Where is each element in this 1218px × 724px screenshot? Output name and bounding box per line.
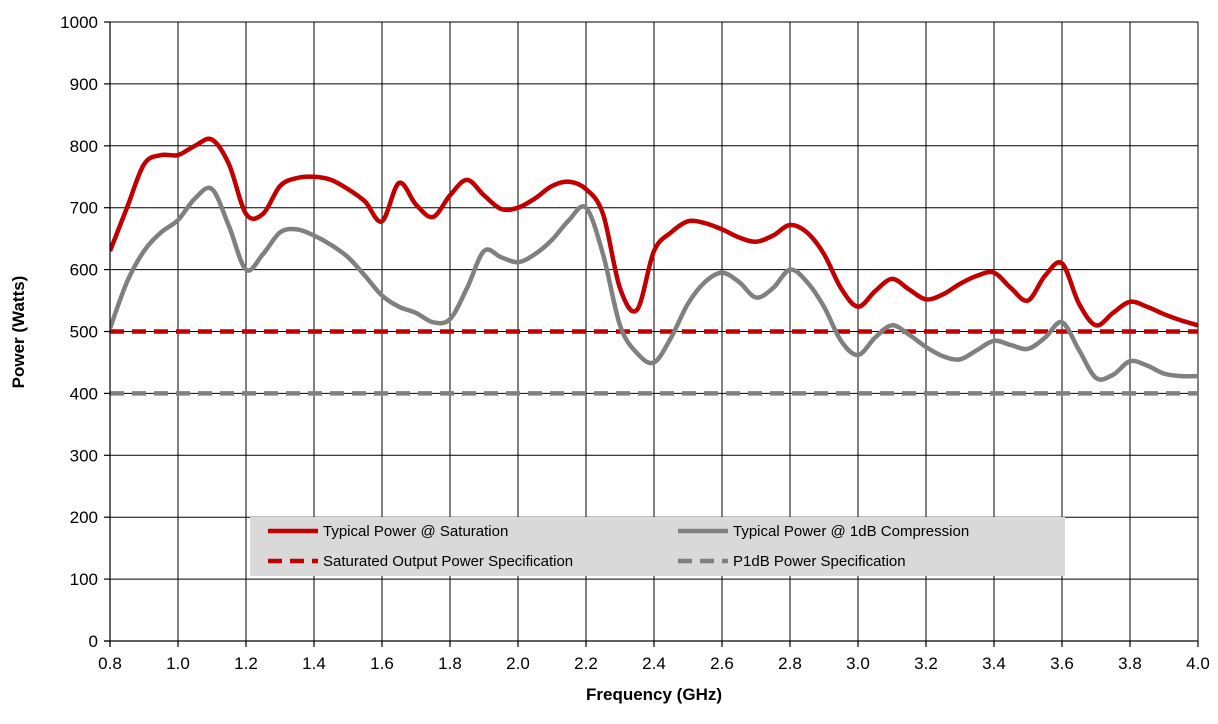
series-line-1 (110, 185, 1198, 382)
x-tick-label: 2.6 (710, 654, 734, 673)
y-tick-label: 100 (70, 570, 98, 589)
x-tick-label: 3.0 (846, 654, 870, 673)
chart-series-group (110, 136, 1198, 396)
x-tick-label: 2.8 (778, 654, 802, 673)
legend-label: Typical Power @ 1dB Compression (733, 523, 969, 540)
x-tick-label: 3.6 (1050, 654, 1074, 673)
y-tick-label: 500 (70, 323, 98, 342)
y-tick-label: 800 (70, 137, 98, 156)
x-tick-label: 1.2 (234, 654, 258, 673)
x-tick-label: 1.6 (370, 654, 394, 673)
x-tick-labels: 0.8 1.0 1.2 1.4 1.6 1.8 2.0 2.2 2.4 2.6 2.8 3.0 3.2 3… (98, 654, 1210, 673)
y-tick-label: 300 (70, 446, 98, 465)
y-tick-label: 1000 (60, 13, 98, 32)
x-tick-label: 0.8 (98, 654, 122, 673)
x-tick-label: 4.0 (1186, 654, 1210, 673)
x-tick-label: 1.0 (166, 654, 190, 673)
y-tick-label: 0 (89, 632, 98, 651)
series-line-0 (110, 136, 1198, 328)
x-tick-label: 2.4 (642, 654, 666, 673)
y-tick-label: 700 (70, 199, 98, 218)
legend-label: Typical Power @ Saturation (323, 523, 508, 540)
y-tick-label: 400 (70, 384, 98, 403)
x-tick-label: 2.0 (506, 654, 530, 673)
x-tick-label: 3.8 (1118, 654, 1142, 673)
x-tick-label: 3.2 (914, 654, 938, 673)
y-axis-title: Power (Watts) (9, 276, 28, 389)
x-tick-label: 2.2 (574, 654, 598, 673)
legend-box (250, 517, 1065, 576)
legend-label: P1dB Power Specification (733, 553, 906, 570)
chart-legend: Typical Power @ Saturation Typical Power … (250, 517, 1065, 576)
y-tick-label: 200 (70, 508, 98, 527)
x-tick-label: 1.8 (438, 654, 462, 673)
y-tick-labels: 0 100 200 300 400 500 600 700 800 900 1000 (60, 13, 98, 651)
x-tick-label: 1.4 (302, 654, 326, 673)
x-axis-title: Frequency (GHz) (586, 685, 722, 704)
x-tick-label: 3.4 (982, 654, 1006, 673)
legend-label: Saturated Output Power Specification (323, 553, 573, 570)
y-tick-label: 900 (70, 75, 98, 94)
y-tick-label: 600 (70, 261, 98, 280)
chart-axes (104, 21, 1199, 647)
